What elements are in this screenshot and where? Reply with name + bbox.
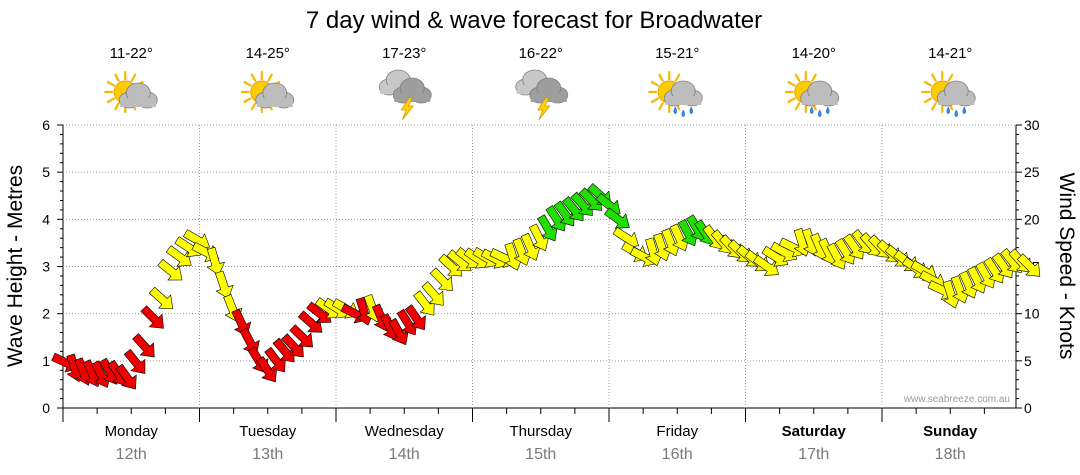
temp-range: 14-20° <box>792 45 836 62</box>
day-label: Sunday <box>923 423 978 440</box>
left-tick-label: 1 <box>42 353 50 369</box>
temp-range: 15-21° <box>655 45 699 62</box>
watermark: www.seabreeze.com.au <box>903 394 1010 405</box>
wind-arrow <box>537 214 558 242</box>
wind-arrow <box>297 310 323 333</box>
temp-range: 16-22° <box>519 45 563 62</box>
left-tick-label: 4 <box>42 211 50 227</box>
date-label: 12th <box>116 446 147 463</box>
left-tick-label: 0 <box>42 400 50 416</box>
left-axis-title: Wave Height - Metres <box>4 165 27 367</box>
wind-arrow <box>843 233 865 260</box>
wind-arrow <box>264 346 286 373</box>
right-tick-label: 25 <box>1024 164 1040 180</box>
chart-title: 7 day wind & wave forecast for Broadwate… <box>306 7 762 34</box>
wind-arrow <box>388 318 409 346</box>
wind-arrow <box>123 349 146 374</box>
wind-arrow <box>149 286 174 310</box>
temperature-labels: 11-22° 14-25° 17-23° 16-22° 15-21° 14-20° 14-2… <box>110 45 973 62</box>
right-tick-label: 0 <box>1024 400 1032 416</box>
wind-arrow <box>975 261 996 289</box>
wind-arrow <box>272 337 295 363</box>
date-label: 15th <box>525 446 556 463</box>
right-tick-label: 10 <box>1024 306 1040 322</box>
left-axis-labels: 0 1 2 3 4 5 6 <box>42 117 50 416</box>
day-label: Tuesday <box>239 423 296 440</box>
wind-arrow <box>413 290 435 316</box>
wind-arrow <box>991 252 1014 279</box>
wind-arrow <box>983 256 1005 284</box>
wind-arrow <box>570 191 593 216</box>
wind-arrow <box>1016 253 1041 277</box>
wind-arrow <box>826 242 847 270</box>
temp-range: 11-22° <box>110 45 153 62</box>
temp-range: 14-25° <box>246 45 290 62</box>
wind-arrow <box>306 301 332 323</box>
wind-arrow <box>520 232 541 261</box>
wind-arrow <box>132 333 155 358</box>
date-label: 18th <box>935 446 966 463</box>
day-label: Wednesday <box>365 423 444 440</box>
wind-arrow <box>215 270 234 299</box>
temp-range: 17-23° <box>382 45 426 62</box>
grid <box>63 124 1016 408</box>
axis-ticks <box>57 124 1022 422</box>
thunderstorm-icon <box>515 69 569 121</box>
left-tick-label: 5 <box>42 164 50 180</box>
wind-arrow <box>753 254 779 276</box>
day-label: Monday <box>105 423 159 440</box>
day-label: Friday <box>656 423 698 440</box>
partly-cloudy-icon <box>104 70 158 114</box>
right-tick-label: 5 <box>1024 353 1032 369</box>
wind-arrow <box>545 205 567 232</box>
date-label: 14th <box>389 446 420 463</box>
right-tick-label: 30 <box>1024 117 1040 133</box>
wind-arrow <box>206 246 225 276</box>
wind-arrow <box>834 238 856 265</box>
wind-arrow <box>438 253 463 277</box>
wind-arrow <box>165 245 192 267</box>
showers-icon <box>784 70 840 118</box>
partly-cloudy-icon <box>240 70 295 114</box>
wind-arrows <box>51 183 1041 390</box>
wind-arrow <box>553 200 575 227</box>
showers-icon <box>648 70 703 118</box>
date-label: 17th <box>798 446 829 463</box>
wind-arrow <box>604 207 630 229</box>
wind-arrow <box>421 281 444 306</box>
wind-arrow <box>396 308 418 336</box>
thunderstorm-icon <box>378 69 432 121</box>
day-label: Thursday <box>509 423 572 440</box>
wind-arrow <box>562 196 584 222</box>
day-label: Saturday <box>782 423 847 440</box>
left-tick-label: 6 <box>42 117 50 133</box>
showers-icon <box>921 70 976 118</box>
temp-range: 14-21° <box>928 45 972 62</box>
wind-arrow <box>404 304 426 331</box>
wind-arrow <box>256 356 278 383</box>
date-label: 13th <box>252 446 283 463</box>
date-label: 16th <box>662 446 693 463</box>
right-axis-title: Wind Speed - Knots <box>1055 173 1078 360</box>
wind-arrow <box>289 324 313 348</box>
wind-arrow <box>528 223 549 251</box>
wind-arrow <box>115 363 137 390</box>
right-tick-label: 20 <box>1024 211 1040 227</box>
wind-arrow <box>157 258 183 281</box>
day-labels: Monday 12th Tuesday 13th Wednesday 14th Thursd… <box>105 423 978 463</box>
left-tick-label: 3 <box>42 259 50 275</box>
wind-arrow <box>140 305 164 329</box>
left-tick-label: 2 <box>42 306 50 322</box>
weather-icons <box>104 69 976 121</box>
wind-arrow <box>429 267 453 291</box>
